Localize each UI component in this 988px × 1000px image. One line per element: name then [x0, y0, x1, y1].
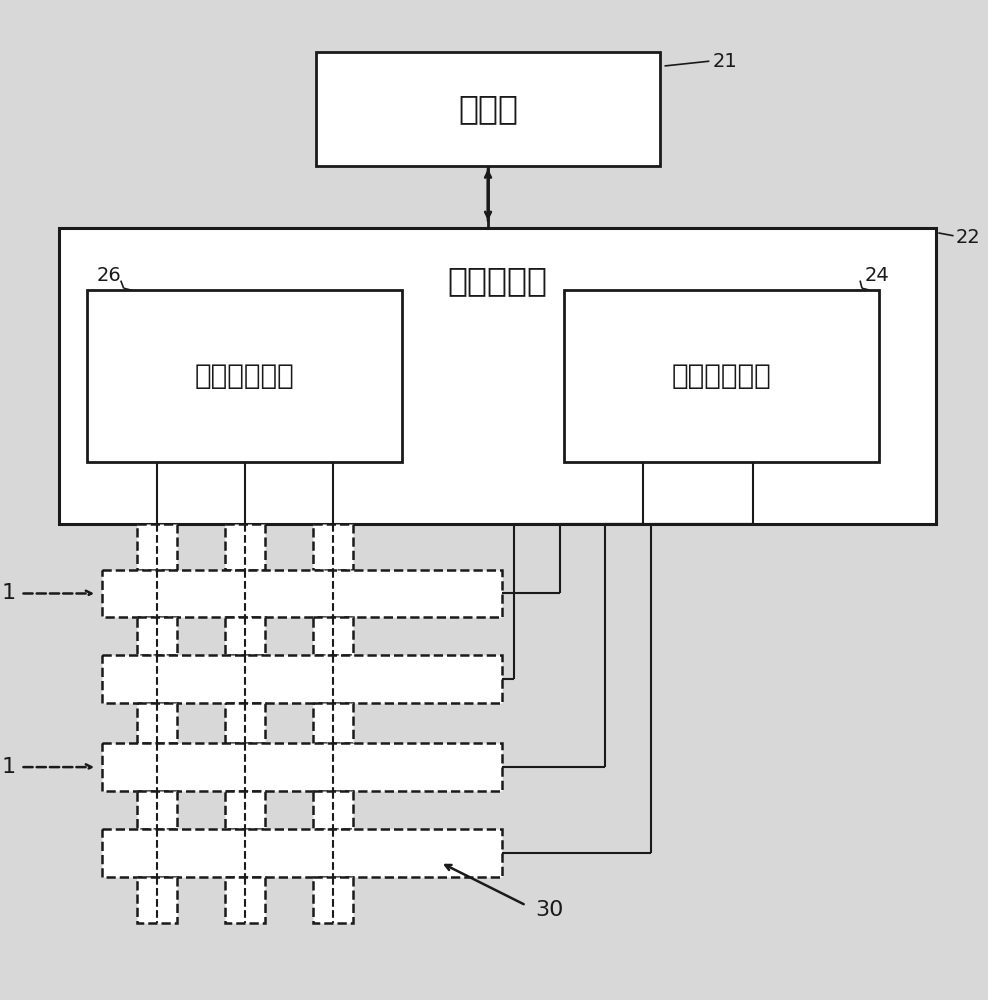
Bar — [313, 524, 353, 570]
Text: 处理器: 处理器 — [458, 92, 518, 125]
Bar — [136, 791, 177, 829]
Bar — [102, 570, 502, 617]
Text: 行驱动器电路: 行驱动器电路 — [672, 362, 772, 390]
Bar — [313, 617, 353, 655]
Bar — [313, 703, 353, 743]
Bar — [564, 290, 879, 462]
Bar — [224, 524, 265, 570]
Bar — [224, 791, 265, 829]
Text: 阵列驱动器: 阵列驱动器 — [448, 264, 547, 297]
Bar — [136, 703, 177, 743]
Bar — [224, 877, 265, 923]
Text: 30: 30 — [535, 900, 564, 920]
Bar — [136, 617, 177, 655]
Text: 1: 1 — [2, 757, 16, 777]
Text: 26: 26 — [97, 266, 122, 285]
Text: 1: 1 — [2, 583, 16, 603]
Bar — [316, 52, 660, 166]
Bar — [313, 877, 353, 923]
Bar — [224, 703, 265, 743]
Bar — [58, 228, 937, 524]
Bar — [313, 791, 353, 829]
Bar — [224, 617, 265, 655]
Text: 22: 22 — [955, 228, 980, 247]
Bar — [102, 829, 502, 877]
Text: 24: 24 — [864, 266, 889, 285]
Bar — [136, 524, 177, 570]
Bar — [102, 655, 502, 703]
Bar — [136, 877, 177, 923]
Bar — [87, 290, 402, 462]
Text: 21: 21 — [712, 52, 737, 71]
Bar — [102, 743, 502, 791]
Text: 列驱动器电路: 列驱动器电路 — [195, 362, 294, 390]
